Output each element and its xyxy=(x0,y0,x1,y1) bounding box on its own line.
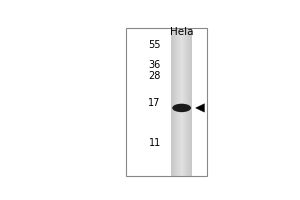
Polygon shape xyxy=(196,104,204,112)
Bar xyxy=(186,28,187,176)
Bar xyxy=(187,28,188,176)
Bar xyxy=(182,28,183,176)
Bar xyxy=(189,28,190,176)
Bar xyxy=(178,28,179,176)
Text: 17: 17 xyxy=(148,98,161,108)
Text: 11: 11 xyxy=(148,138,161,148)
Bar xyxy=(183,28,184,176)
Bar xyxy=(172,28,173,176)
Bar xyxy=(181,28,182,176)
Bar xyxy=(188,28,189,176)
Text: Hela: Hela xyxy=(170,27,194,37)
Text: 28: 28 xyxy=(148,71,161,81)
Bar xyxy=(171,28,172,176)
Bar xyxy=(171,28,192,176)
Ellipse shape xyxy=(172,104,191,112)
Bar xyxy=(179,28,180,176)
Bar xyxy=(173,28,174,176)
Text: 55: 55 xyxy=(148,40,161,50)
Bar xyxy=(185,28,186,176)
Bar xyxy=(191,28,192,176)
Bar xyxy=(174,28,175,176)
Bar xyxy=(176,28,177,176)
Bar xyxy=(190,28,191,176)
Bar xyxy=(184,28,185,176)
Bar xyxy=(180,28,181,176)
Bar xyxy=(126,28,207,176)
Bar xyxy=(177,28,178,176)
Text: 36: 36 xyxy=(148,60,161,70)
